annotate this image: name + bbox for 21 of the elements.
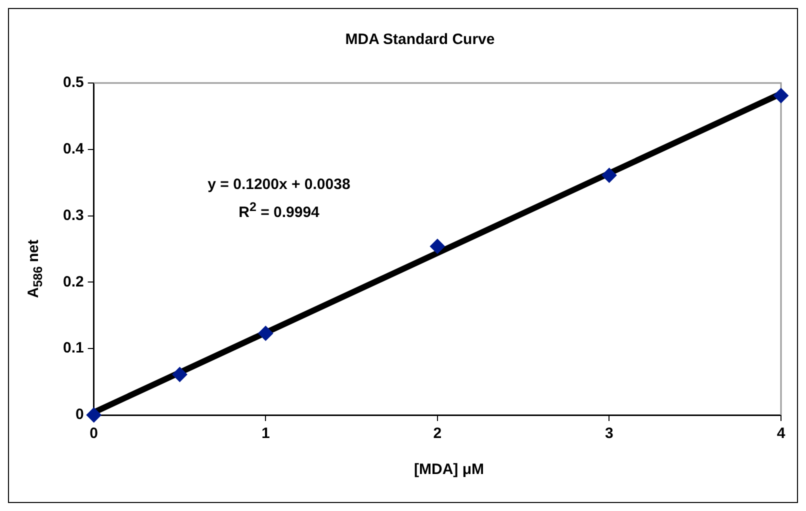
- x-tick-label: 1: [261, 425, 270, 442]
- chart-title: MDA Standard Curve: [345, 31, 495, 48]
- x-axis-title: [MDA] μM: [413, 461, 485, 478]
- point: [258, 326, 274, 341]
- x-tick-label: 2: [433, 425, 442, 442]
- y-tick-label: 0.2: [62, 273, 84, 290]
- y-tick-label: 0.4: [62, 140, 84, 158]
- y-tick-label: 0.5: [62, 74, 84, 92]
- point: [774, 88, 788, 104]
- y-tick-label: 0: [76, 406, 84, 424]
- annotation: R$^{2}$ = 0.9994: [238, 199, 320, 223]
- x-tick-label: 3: [605, 425, 614, 442]
- y-tick-label: 0.3: [62, 206, 84, 224]
- point: [430, 238, 445, 254]
- x-tick-label: 0: [90, 425, 98, 442]
- point: [86, 408, 102, 422]
- annotation: y = 0.1200x + 0.0038: [206, 175, 352, 195]
- point: [172, 366, 188, 382]
- y-tick-label: 0.1: [62, 340, 84, 357]
- x-tick-label: 4: [776, 425, 786, 442]
- point: [602, 168, 617, 183]
